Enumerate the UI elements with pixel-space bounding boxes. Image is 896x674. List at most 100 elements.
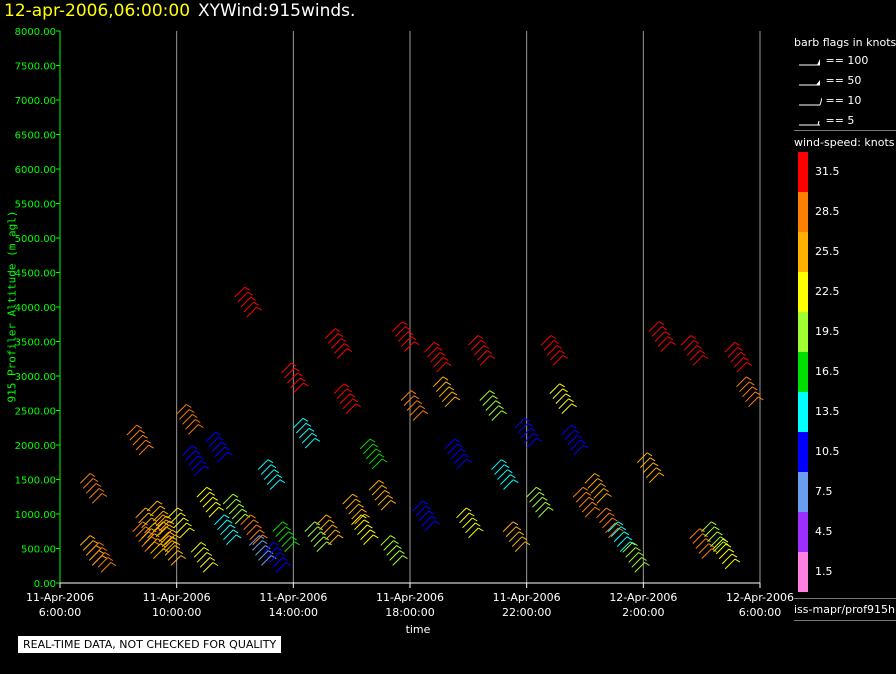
y-tick-label: 8000.00 xyxy=(15,27,56,38)
wind-barb xyxy=(502,521,531,552)
chart-date: 12-apr-2006,06:00:00 xyxy=(4,1,191,21)
barb-5-icon xyxy=(799,120,820,126)
wind-barb xyxy=(680,335,709,366)
speed-swatch xyxy=(798,392,808,432)
x-tick-label: 12-Apr-2006 xyxy=(726,591,794,604)
barb-legend-row: == 50 xyxy=(798,74,861,88)
wind-barb xyxy=(380,535,408,566)
wind-barb xyxy=(491,459,519,490)
speed-label: 25.5 xyxy=(815,245,840,258)
wind-barb xyxy=(391,321,420,352)
speed-swatch xyxy=(798,552,808,592)
wind-barb xyxy=(359,438,388,470)
wind-barb xyxy=(467,335,496,366)
y-tick-label: 500.00 xyxy=(21,545,56,556)
wind-barb xyxy=(424,341,452,373)
wind-barb xyxy=(126,424,154,456)
barb-label: == 10 xyxy=(825,94,862,107)
y-tick-label: 6000.00 xyxy=(15,165,56,176)
x-tick-label: 18:00:00 xyxy=(385,606,434,619)
wind-barb xyxy=(292,417,321,449)
barb-label: == 100 xyxy=(825,54,869,67)
wind-barb xyxy=(368,479,397,511)
speed-label: 22.5 xyxy=(815,285,840,298)
legend-divider xyxy=(794,620,896,621)
wind-barb xyxy=(526,486,554,518)
y-tick-label: 6500.00 xyxy=(15,131,56,142)
wind-barb xyxy=(146,500,175,532)
wind-barb xyxy=(648,321,677,352)
x-tick-label: 11-Apr-2006 xyxy=(143,591,211,604)
wind-barb xyxy=(444,438,472,470)
legend-divider xyxy=(794,598,896,599)
wind-barb xyxy=(222,493,251,525)
speed-swatch xyxy=(798,512,808,552)
wind-barb xyxy=(456,507,484,539)
wind-barb xyxy=(272,521,300,552)
x-tick-label: 10:00:00 xyxy=(152,606,201,619)
speed-swatch xyxy=(798,272,808,312)
wind-barb xyxy=(514,417,542,449)
wind-barb xyxy=(158,535,187,566)
wind-barb xyxy=(132,521,160,552)
legend-divider xyxy=(794,130,896,131)
wind-barb xyxy=(540,335,569,366)
wind-barb xyxy=(167,507,195,539)
wind-barb xyxy=(135,507,163,539)
speed-swatch xyxy=(798,152,808,192)
wind-barb xyxy=(304,521,332,552)
quality-note: REAL-TIME DATA, NOT CHECKED FOR QUALITY xyxy=(18,636,282,653)
wind-barb xyxy=(263,542,292,573)
wind-barb xyxy=(214,514,242,546)
wind-barb xyxy=(689,528,717,559)
speed-label: 4.5 xyxy=(815,525,833,538)
barb-50-icon xyxy=(799,80,820,86)
speed-label: 19.5 xyxy=(815,325,840,338)
wind-barb xyxy=(79,473,108,504)
wind-barb xyxy=(181,445,210,477)
wind-barb xyxy=(412,500,440,532)
y-axis-label: 915 Profiler Altitude (m agl) xyxy=(5,210,19,403)
y-tick-label: 2000.00 xyxy=(15,441,56,452)
speed-label: 1.5 xyxy=(815,565,833,578)
x-tick-label: 6:00:00 xyxy=(739,606,781,619)
speed-swatch xyxy=(798,192,808,232)
wind-barb xyxy=(176,404,204,435)
wind-barb xyxy=(572,486,601,518)
y-tick-label: 7500.00 xyxy=(15,62,56,73)
y-tick-label: 3500.00 xyxy=(15,338,56,349)
y-tick-label: 4500.00 xyxy=(15,269,56,280)
x-tick-label: 14:00:00 xyxy=(269,606,318,619)
speed-label: 16.5 xyxy=(815,365,840,378)
speed-swatch xyxy=(798,352,808,392)
y-tick-label: 4000.00 xyxy=(15,303,56,314)
wind-barb xyxy=(324,328,353,359)
wind-barb xyxy=(196,486,224,518)
y-tick-label: 1000.00 xyxy=(15,510,56,521)
y-tick-label: 5500.00 xyxy=(15,200,56,211)
barb-label: == 50 xyxy=(825,74,862,87)
speed-label: 28.5 xyxy=(815,205,840,218)
speed-swatch xyxy=(798,432,808,472)
wind-barb xyxy=(584,473,612,504)
x-tick-label: 11-Apr-2006 xyxy=(376,591,444,604)
wind-barb xyxy=(257,459,286,490)
speed-swatch xyxy=(798,472,808,512)
wind-barb xyxy=(79,535,108,566)
y-tick-label: 0.00 xyxy=(34,579,56,590)
wind-barb xyxy=(205,431,233,463)
wind-barb xyxy=(234,286,262,318)
chart-title-line: 12-apr-2006,06:00:00 XYWind:915winds. xyxy=(4,0,355,22)
x-tick-label: 22:00:00 xyxy=(502,606,551,619)
wind-barb xyxy=(432,376,461,408)
wind-barb xyxy=(400,390,429,421)
wind-barb xyxy=(736,376,764,408)
y-tick-label: 1500.00 xyxy=(15,476,56,487)
wind-barb xyxy=(561,424,589,456)
x-tick-label: 11-Apr-2006 xyxy=(26,591,94,604)
wind-barb xyxy=(141,528,169,559)
speed-label: 7.5 xyxy=(815,485,833,498)
x-tick-label: 6:00:00 xyxy=(39,606,81,619)
wind-barb xyxy=(333,383,362,414)
